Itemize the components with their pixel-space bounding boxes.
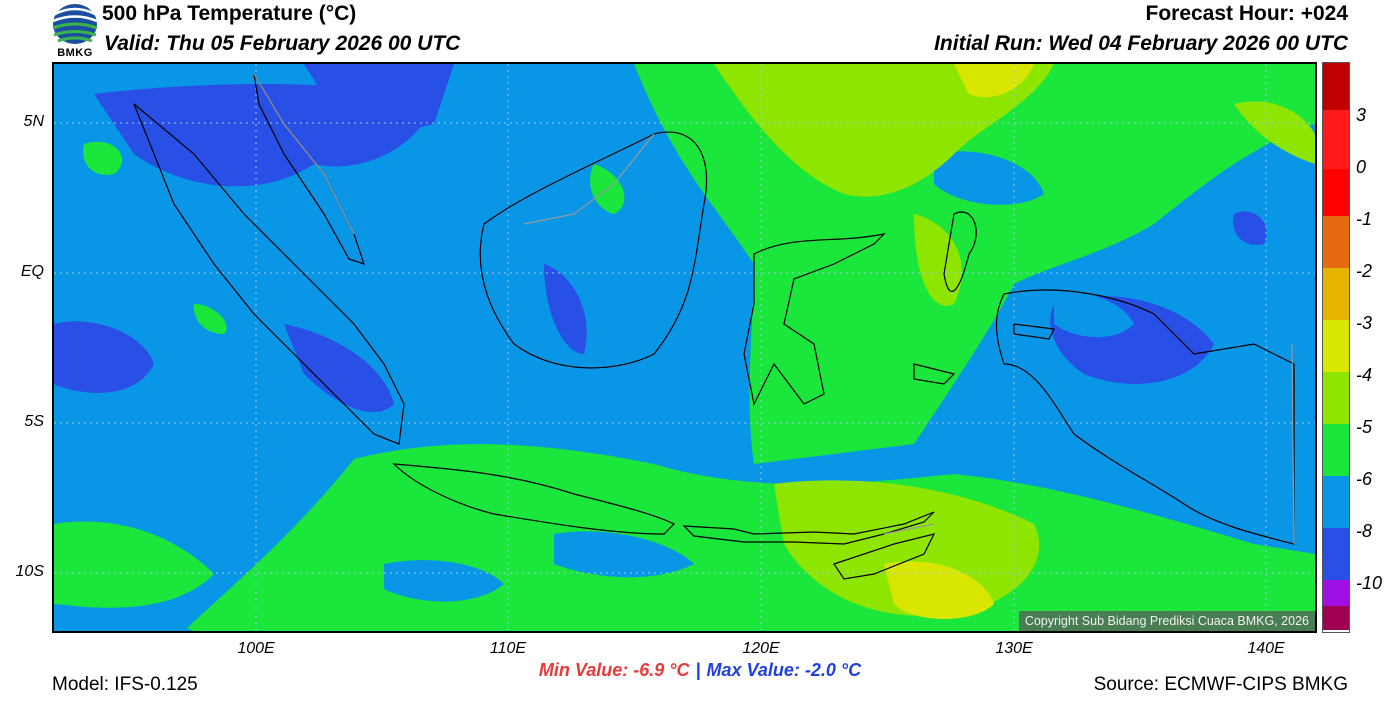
map-canvas (54, 64, 1315, 631)
colorbar-swatch (1323, 268, 1349, 320)
lon-label-120e: 120E (742, 640, 780, 657)
colorbar-label: -3 (1356, 313, 1373, 333)
colorbar-label: -8 (1356, 521, 1373, 541)
chart-title: 500 hPa Temperature (°C) (102, 2, 357, 25)
logo-text: BMKG (57, 47, 93, 59)
graticule (54, 64, 1315, 631)
temperature-map: Copyright Sub Bidang Prediksi Cuaca BMKG… (52, 62, 1317, 633)
colorbar-swatch (1323, 320, 1349, 372)
lat-label-5s: 5S (24, 413, 44, 430)
colorbar-swatch (1323, 169, 1349, 216)
colorbar (1322, 62, 1350, 633)
lat-label-10s: 10S (15, 563, 44, 580)
initial-run: Initial Run: Wed 04 February 2026 00 UTC (934, 32, 1348, 55)
colorbar-swatch (1323, 606, 1349, 630)
borders (253, 73, 1295, 545)
colorbar-swatch (1323, 216, 1349, 268)
source-label: Source: ECMWF-CIPS BMKG (1093, 674, 1348, 695)
lon-label-100e: 100E (237, 640, 275, 657)
colorbar-label: 3 (1356, 105, 1367, 125)
max-value: Max Value: -2.0 °C (706, 660, 862, 680)
colorbar-swatch (1323, 580, 1349, 606)
colorbar-swatch (1323, 63, 1349, 110)
colorbar-label: 0 (1356, 157, 1367, 177)
colorbar-swatch (1323, 424, 1349, 476)
copyright-label: Copyright Sub Bidang Prediksi Cuaca BMKG… (1018, 611, 1315, 631)
lat-label-5n: 5N (23, 113, 44, 130)
colorbar-label: -5 (1356, 417, 1373, 437)
valid-time: Valid: Thu 05 February 2026 00 UTC (104, 32, 461, 55)
colorbar-label: -2 (1356, 261, 1373, 281)
lon-label-130e: 130E (995, 640, 1033, 657)
colorbar-label: -10 (1356, 573, 1383, 593)
colorbar-label: -4 (1356, 365, 1373, 385)
colorbar-swatch (1323, 528, 1349, 580)
lat-label-eq: EQ (20, 263, 44, 280)
colorbar-swatch (1323, 110, 1349, 169)
model-label: Model: IFS-0.125 (52, 674, 198, 695)
min-value: Min Value: -6.9 °C (538, 660, 690, 680)
lon-label-110e: 110E (489, 640, 527, 657)
value-separator: | (695, 660, 701, 680)
lon-label-140e: 140E (1247, 640, 1285, 657)
colorbar-swatch (1323, 476, 1349, 528)
colorbar-label: -1 (1356, 209, 1373, 229)
colorbar-swatch (1323, 372, 1349, 424)
min-max-values: Min Value: -6.9 °C | Max Value: -2.0 °C (0, 660, 1400, 681)
forecast-hour: Forecast Hour: +024 (1145, 2, 1349, 25)
bmkg-logo (50, 2, 100, 62)
colorbar-label: -6 (1356, 469, 1373, 489)
